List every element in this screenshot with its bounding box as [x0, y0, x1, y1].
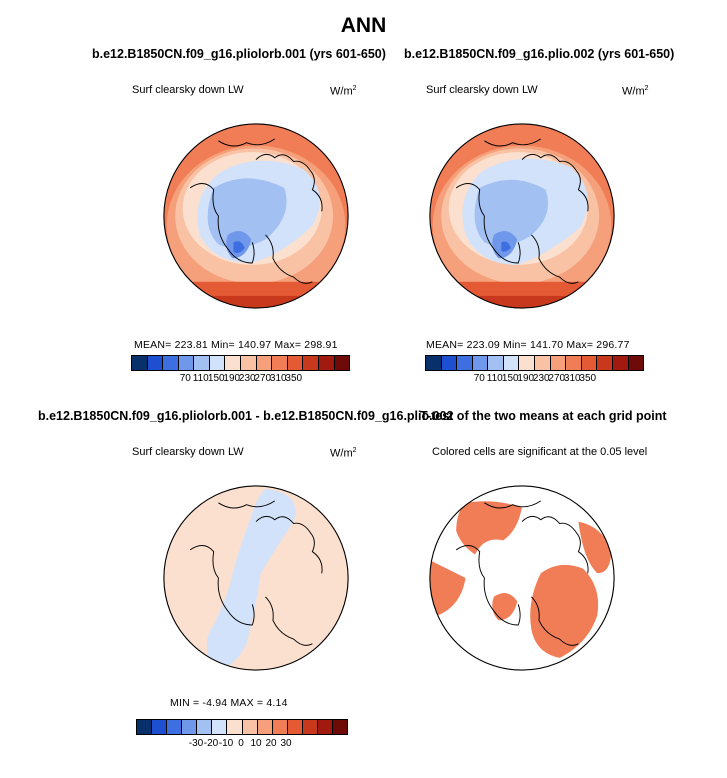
colorbar-tick-label: -10	[218, 738, 234, 749]
colorbar-tick-label: 20	[265, 738, 277, 749]
colorbar-tick-label: 310	[269, 373, 287, 384]
colorbar-swatch	[256, 356, 273, 370]
colorbar-swatch	[242, 720, 258, 734]
panel2-units: W/m2	[622, 85, 649, 98]
colorbar-tick-label: 270	[254, 373, 272, 384]
colorbar-swatch	[628, 356, 644, 370]
panel3-colorbar-ticks: -30 -20 -10 0 10 20 30	[136, 738, 346, 750]
colorbar-tick-label: 10	[250, 738, 262, 749]
panel2-map	[429, 123, 615, 309]
panel1-field	[163, 123, 349, 309]
panel3-units: W/m2	[330, 447, 357, 460]
colorbar-tick-label: 70	[179, 373, 191, 384]
colorbar-swatch	[272, 356, 288, 370]
colorbar-swatch	[272, 720, 288, 734]
colorbar-swatch	[197, 720, 213, 734]
colorbar-swatch	[426, 356, 442, 370]
panel4-subtitle: Colored cells are significant at the 0.0…	[432, 446, 648, 458]
colorbar-swatch	[597, 356, 613, 370]
colorbar-swatch	[152, 720, 168, 734]
colorbar-swatch	[519, 356, 536, 370]
panel3-title: b.e12.B1850CN.f09_g16.pliolorb.001 - b.e…	[38, 409, 454, 423]
figure-title: ANN	[340, 14, 387, 37]
panel2-title: b.e12.B1850CN.f09_g16.plio.002 (yrs 601-…	[404, 47, 675, 61]
colorbar-swatch	[137, 720, 153, 734]
colorbar-tick-label: 190	[517, 373, 535, 384]
colorbar-swatch	[182, 720, 198, 734]
colorbar-swatch	[257, 720, 273, 734]
panel1-subtitle: Surf clearsky down LW	[132, 84, 244, 96]
colorbar-swatch	[178, 356, 195, 370]
colorbar-swatch	[488, 356, 504, 370]
colorbar-tick-label: 350	[579, 373, 597, 384]
colorbar-swatch	[227, 720, 243, 734]
colorbar-swatch	[303, 356, 319, 370]
colorbar-tick-label: 190	[223, 373, 241, 384]
colorbar-swatch	[287, 720, 303, 734]
colorbar-tick-label: 310	[563, 373, 581, 384]
panel2-field	[429, 123, 615, 309]
panel4-coastlines	[455, 500, 589, 646]
colorbar-tick-label: 350	[285, 373, 303, 384]
panel2-colorbar	[425, 355, 644, 371]
colorbar-tick-label: 150	[207, 373, 225, 384]
colorbar-swatch	[472, 356, 489, 370]
panel3-coastlines	[189, 500, 323, 646]
colorbar-swatch	[302, 720, 318, 734]
panel3-map	[163, 485, 349, 671]
colorbar-tick-label: -30	[188, 738, 204, 749]
panel3-stats: MIN = -4.94 MAX = 4.14	[170, 697, 288, 709]
colorbar-swatch	[132, 356, 148, 370]
colorbar-tick-label: 230	[238, 373, 256, 384]
panel4-map	[429, 485, 615, 671]
panel2-coastlines	[455, 138, 589, 284]
colorbar-swatch	[241, 356, 257, 370]
panel1-stats: MEAN= 223.81 Min= 140.97 Max= 298.91	[134, 339, 338, 351]
colorbar-swatch	[441, 356, 458, 370]
panel1-units: W/m2	[330, 85, 357, 98]
colorbar-swatch	[503, 356, 520, 370]
colorbar-swatch	[167, 720, 183, 734]
panel1-colorbar	[131, 355, 350, 371]
colorbar-swatch	[333, 720, 348, 734]
colorbar-tick-label: 270	[548, 373, 566, 384]
colorbar-swatch	[209, 356, 226, 370]
panel3-subtitle: Surf clearsky down LW	[132, 446, 244, 458]
colorbar-tick-label: -20	[203, 738, 219, 749]
panel4-title: T-test of the two means at each grid poi…	[420, 409, 667, 423]
panel1-coastlines	[189, 138, 323, 284]
colorbar-swatch	[147, 356, 164, 370]
colorbar-swatch	[550, 356, 567, 370]
colorbar-swatch	[212, 720, 228, 734]
colorbar-swatch	[225, 356, 242, 370]
panel1-title: b.e12.B1850CN.f09_g16.pliolorb.001 (yrs …	[92, 47, 386, 61]
colorbar-tick-label: 110	[192, 373, 209, 384]
panel3-field	[163, 485, 349, 671]
panel1-map	[163, 123, 349, 309]
colorbar-swatch	[318, 356, 335, 370]
colorbar-swatch	[287, 356, 304, 370]
colorbar-swatch	[535, 356, 551, 370]
panel1-colorbar-ticks: 70 110 150 190 230 270 310 350	[131, 373, 348, 385]
colorbar-tick-label: 150	[501, 373, 519, 384]
colorbar-swatch	[581, 356, 598, 370]
colorbar-swatch	[612, 356, 629, 370]
colorbar-tick-label: 230	[532, 373, 550, 384]
colorbar-swatch	[163, 356, 179, 370]
colorbar-swatch	[457, 356, 473, 370]
colorbar-tick-label: 110	[486, 373, 503, 384]
colorbar-swatch	[566, 356, 582, 370]
colorbar-swatch	[194, 356, 210, 370]
panel4-field	[429, 485, 615, 671]
panel2-stats: MEAN= 223.09 Min= 141.70 Max= 296.77	[426, 339, 630, 351]
colorbar-swatch	[334, 356, 350, 370]
colorbar-tick-label: 70	[473, 373, 485, 384]
panel3-colorbar	[136, 719, 348, 735]
colorbar-tick-label: 30	[280, 738, 292, 749]
panel2-subtitle: Surf clearsky down LW	[426, 84, 538, 96]
colorbar-swatch	[317, 720, 334, 734]
colorbar-tick-label: 0	[238, 738, 244, 749]
panel2-colorbar-ticks: 70 110 150 190 230 270 310 350	[425, 373, 642, 385]
